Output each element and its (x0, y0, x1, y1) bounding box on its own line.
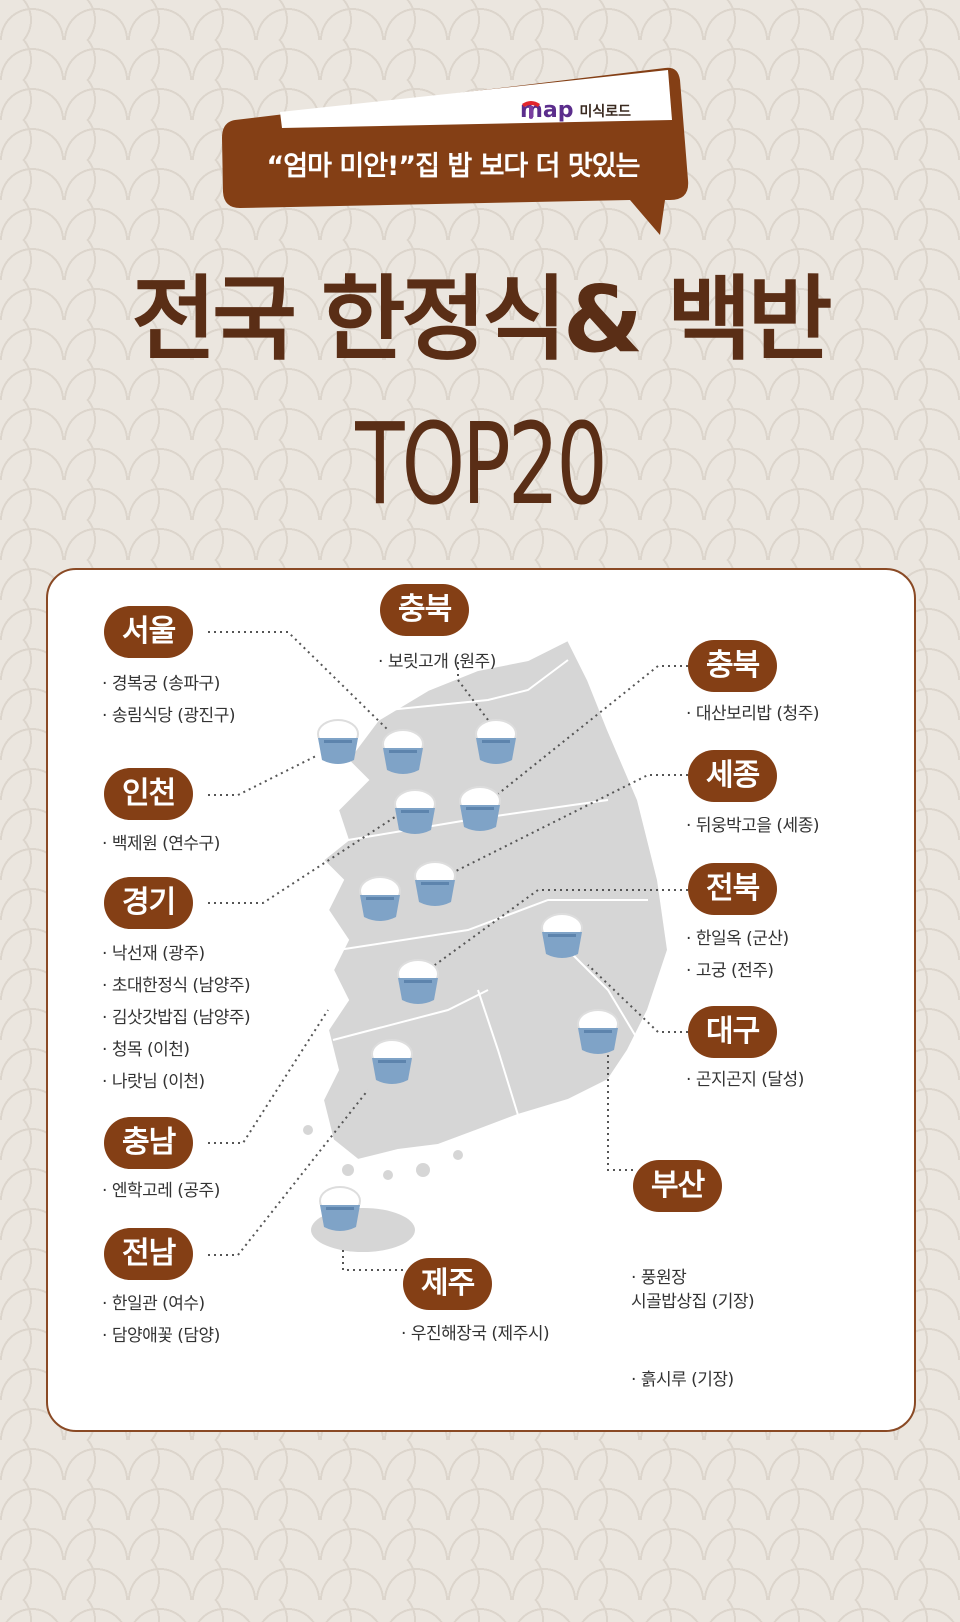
rice-bowl-icon (359, 876, 401, 921)
list-item: 낙선재 (광주) (102, 938, 250, 970)
list-item: 풍원장 시골밥상집 (기장) (631, 1266, 755, 1314)
region-label-jeonbuk: 전북 (688, 863, 778, 915)
header-speech-bubble: map 미식로드 “엄마 미안!”집 밥 보다 더 맛있는 (220, 60, 720, 240)
list-item: 한일관 (여수) (102, 1288, 220, 1320)
list-item: 초대한정식 (남양주) (102, 970, 251, 1002)
region-label-sejong: 세종 (688, 750, 778, 802)
tagline: “엄마 미안!”집 밥 보다 더 맛있는 (266, 151, 641, 182)
rice-bowl-icon (414, 861, 456, 906)
list-item: 담양애꽃 (담양) (102, 1320, 221, 1352)
region-list-chungnam: 엔학고레 (공주) (102, 1175, 221, 1207)
list-item: 우진해장국 (제주시) (401, 1318, 550, 1350)
rice-bowl-icon (382, 729, 424, 774)
region-label-gangwon: 충북 (380, 584, 470, 636)
list-item: 보릿고개 (원주) (378, 646, 497, 678)
list-item: 김삿갓밥집 (남양주) (102, 1002, 251, 1034)
region-list-seoul: 경복궁 (송파구) 송림식당 (광진구) (102, 668, 236, 732)
region-label-busan: 부산 (633, 1160, 723, 1212)
rice-bowl-icon (317, 719, 359, 764)
region-label-chungnam: 충남 (104, 1117, 194, 1169)
rice-bowl-icon (541, 913, 583, 958)
list-item: 엔학고레 (공주) (102, 1175, 221, 1207)
region-list-sejong: 뒤웅박고을 (세종) (686, 810, 820, 842)
list-item: 뒤웅박고을 (세종) (686, 810, 820, 842)
list-item: 나랏님 (이천) (102, 1066, 250, 1098)
region-list-chungbuk: 대산보리밥 (청주) (686, 698, 820, 730)
list-item: 곤지곤지 (달성) (686, 1064, 805, 1096)
region-label-jeju: 제주 (403, 1258, 493, 1310)
list-item: 백제원 (연수구) (102, 828, 221, 860)
tmap-logo-icon (522, 101, 540, 119)
rice-bowl-icon (475, 719, 517, 764)
list-item: 대산보리밥 (청주) (686, 698, 820, 730)
region-list-jeonbuk: 한일옥 (군산) 고궁 (전주) (686, 923, 789, 987)
list-item: 송림식당 (광진구) (102, 700, 236, 732)
region-list-incheon: 백제원 (연수구) (102, 828, 221, 860)
region-label-daegu: 대구 (688, 1006, 778, 1058)
page-title: 전국 한정식& 백반 (131, 266, 833, 373)
map-card: 서울 경복궁 (송파구) 송림식당 (광진구) 인천 백제원 (연수구) 경기 … (46, 568, 916, 1432)
list-item: 한일옥 (군산) (686, 923, 789, 955)
brand-logo: map 미식로드 (520, 98, 631, 123)
page-subtitle: TOP20 (355, 400, 607, 530)
list-item: 경복궁 (송파구) (102, 668, 235, 700)
region-list-busan: 풍원장 시골밥상집 (기장) 흙시루 (기장) (631, 1218, 755, 1440)
region-list-daegu: 곤지곤지 (달성) (686, 1064, 805, 1096)
rice-bowl-icon (459, 786, 501, 831)
rice-bowl-icon (397, 959, 439, 1004)
speech-bubble-shape (222, 67, 689, 235)
list-item: 청목 (이천) (102, 1034, 250, 1066)
region-list-jeonnam: 한일관 (여수) 담양애꽃 (담양) (102, 1288, 221, 1352)
region-list-gangwon: 보릿고개 (원주) (378, 646, 497, 678)
list-item: 흙시루 (기장) (631, 1368, 754, 1392)
rice-bowl-icon (394, 789, 436, 834)
region-label-seoul: 서울 (104, 606, 194, 658)
brand-subtitle: 미식로드 (579, 103, 632, 120)
region-label-chungbuk: 충북 (688, 640, 778, 692)
rice-bowl-icon (371, 1039, 413, 1084)
rice-bowl-icon (319, 1186, 361, 1231)
region-list-gyeonggi: 낙선재 (광주) 초대한정식 (남양주) 김삿갓밥집 (남양주) 청목 (이천)… (102, 938, 251, 1098)
region-list-jeju: 우진해장국 (제주시) (401, 1318, 550, 1350)
region-label-jeonnam: 전남 (104, 1228, 194, 1280)
region-label-gyeonggi: 경기 (104, 877, 194, 929)
list-item: 고궁 (전주) (686, 955, 789, 987)
region-label-incheon: 인천 (104, 768, 194, 820)
rice-bowl-icon (577, 1009, 619, 1054)
